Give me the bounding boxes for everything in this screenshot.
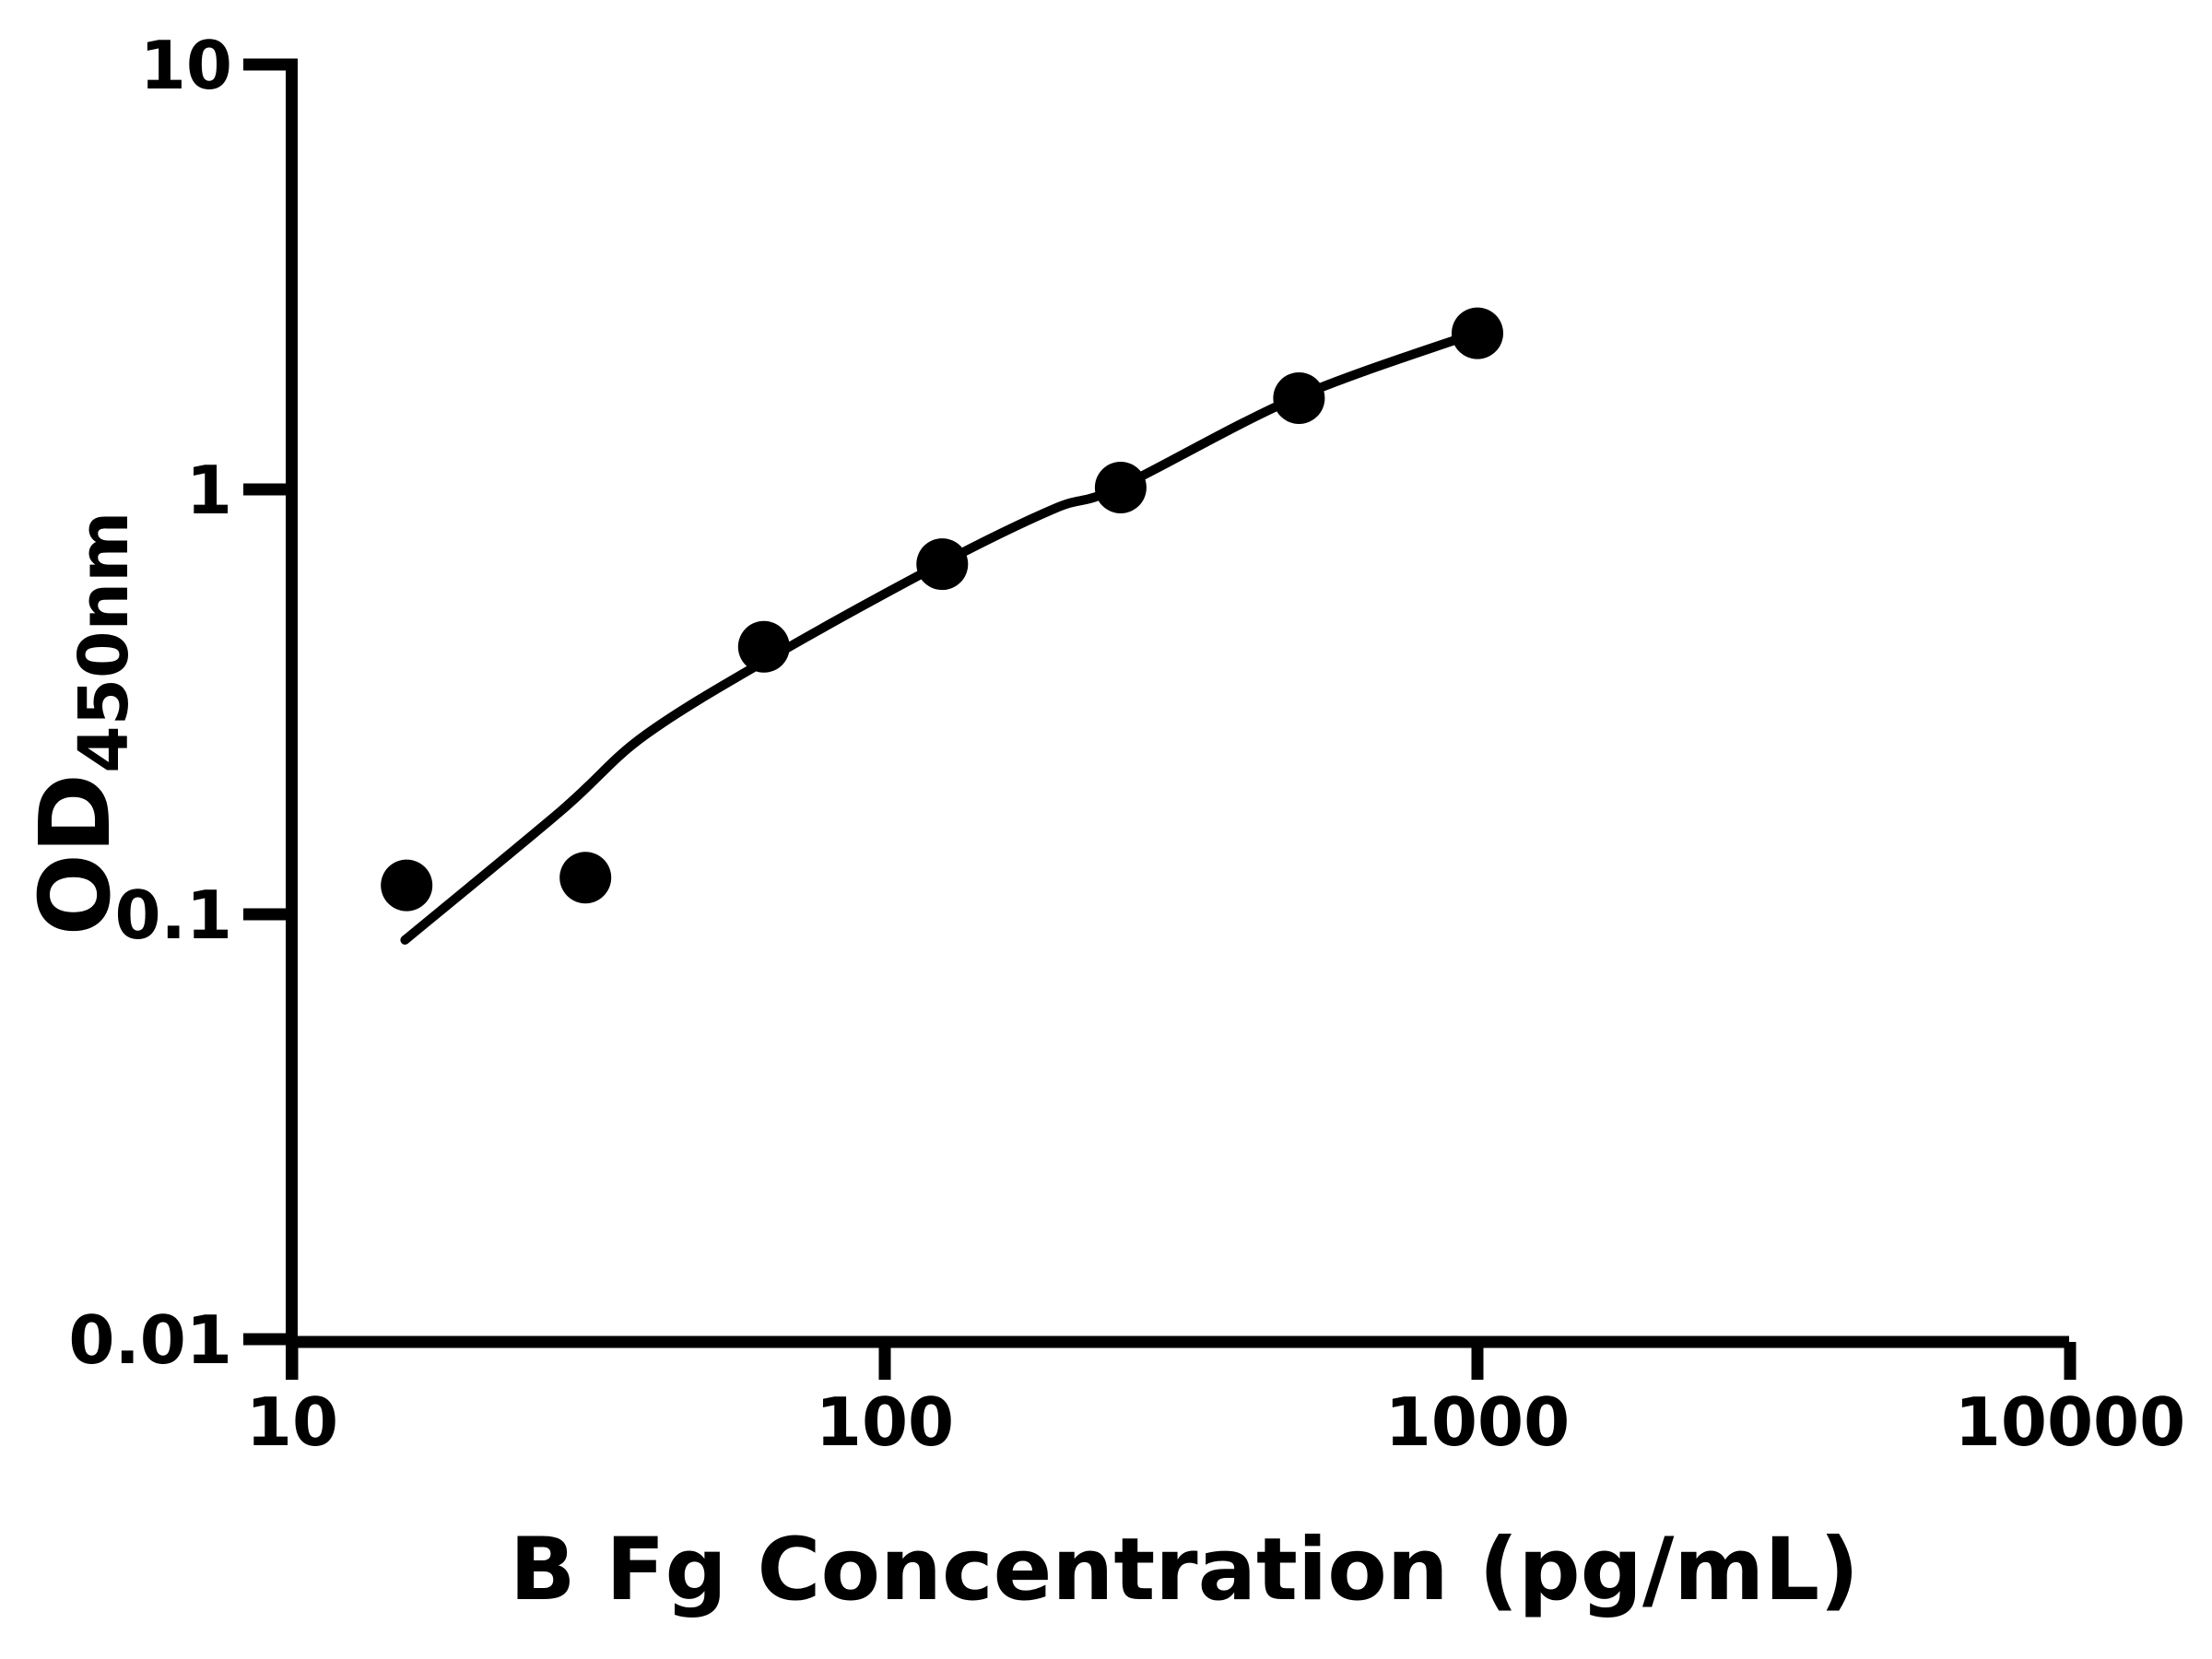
y-tick-label: 0.1 [114, 877, 232, 954]
y-axis-title: OD450nm [19, 512, 144, 936]
y-axis-ticks [243, 58, 292, 1346]
data-point-marker [1452, 307, 1503, 359]
y-tick-label: 0.01 [68, 1301, 232, 1379]
data-point-marker [737, 620, 790, 673]
x-axis-tick-labels: 10 100 1000 10000 [246, 1383, 2185, 1461]
x-tick-label: 10 [246, 1383, 338, 1461]
data-point-marker [1094, 462, 1147, 513]
x-axis-ticks [286, 1342, 2077, 1380]
y-axis-title-subscript: 450nm [65, 512, 144, 773]
x-tick-label: 1000 [1385, 1383, 1570, 1461]
y-tick-label: 10 [140, 27, 232, 104]
fit-curve-path [400, 328, 1480, 945]
data-point-marker [381, 859, 433, 912]
data-point-marker [559, 852, 612, 904]
data-series-layer [381, 307, 1503, 945]
y-axis-title-main: OD [19, 773, 132, 935]
data-point-marker [916, 538, 969, 591]
x-tick-label: 100 [816, 1383, 954, 1461]
y-tick-label: 1 [186, 452, 232, 529]
y-axis-tick-labels: 10 1 0.1 0.01 [68, 27, 232, 1379]
data-point-marker [1273, 372, 1325, 424]
x-axis-title: B Fg Concentration (pg/mL) [510, 1520, 1859, 1620]
x-tick-label: 10000 [1955, 1383, 2186, 1461]
